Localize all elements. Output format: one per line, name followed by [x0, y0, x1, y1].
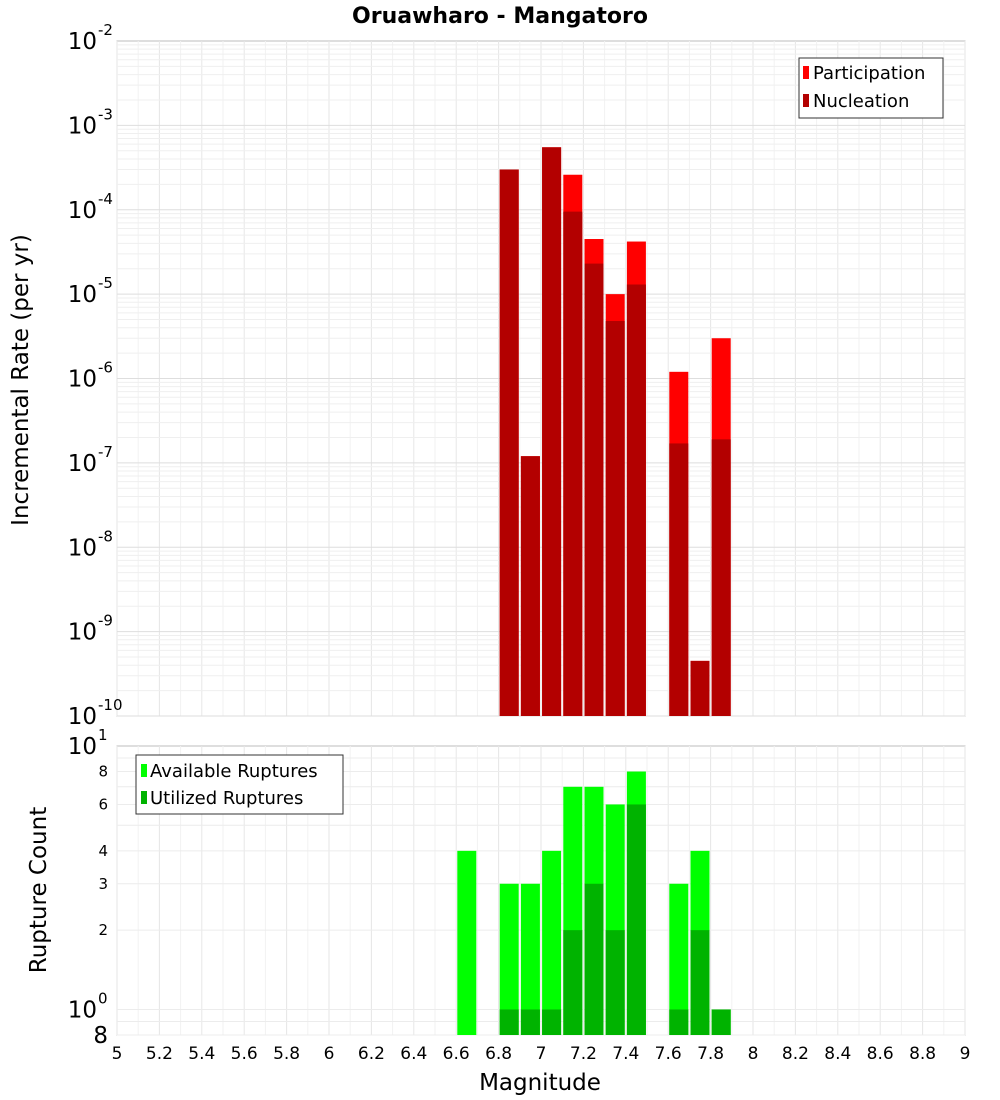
rate-y-tick-exponent: -7 [98, 443, 113, 461]
rate-y-tick-label: 10 [68, 198, 97, 224]
rate-gridlines [116, 41, 966, 717]
x-ticks: 5 5.2 5.4 5.6 5.8 6 6.2 6.4 6.6 6.8 7 7.2 7.4 7.6 7.8 8… [112, 1044, 971, 1064]
rate-legend: Participation Nucleation [798, 57, 944, 119]
x-tick-label: 6.8 [485, 1044, 512, 1064]
legend-utilized-swatch [141, 791, 147, 804]
x-tick-label: 6 [324, 1044, 335, 1064]
x-tick-label: 5.8 [273, 1044, 300, 1064]
x-tick-label: 5.4 [188, 1044, 215, 1064]
rate-y-tick-exponent: -2 [98, 21, 113, 39]
rate-y-tick-label: 10 [68, 113, 97, 139]
rate-y-tick-exponent: -10 [98, 696, 123, 714]
x-tick-label: 8.2 [782, 1044, 809, 1064]
count-legend: Available Ruptures Utilized Ruptures [135, 754, 344, 815]
count-bar-utilized-ruptures [584, 883, 604, 1035]
count-legend-box [135, 754, 344, 815]
x-tick-label: 7.8 [697, 1044, 724, 1064]
x-tick-label: 7 [536, 1044, 547, 1064]
rate-y-tick-label: 10 [68, 451, 97, 477]
legend-available-label: Available Ruptures [150, 761, 318, 782]
rate-y-tick-exponent: -6 [98, 359, 113, 377]
rate-bar-nucleation [605, 321, 625, 716]
rate-bar-nucleation [584, 263, 604, 716]
x-tick-label: 9 [960, 1044, 971, 1064]
rate-bar-nucleation [669, 443, 689, 716]
x-tick-label: 6.4 [400, 1044, 427, 1064]
x-tick-label: 5.2 [146, 1044, 173, 1064]
rate-bar-nucleation [520, 456, 540, 716]
rate-y-tick-exponent: -9 [98, 612, 113, 630]
x-tick-label: 8.4 [824, 1044, 851, 1064]
legend-nucleation-swatch [803, 94, 809, 107]
count-bar-utilized-ruptures [711, 1009, 731, 1035]
legend-participation-label: Participation [813, 63, 925, 84]
count-bar-utilized-ruptures [626, 804, 646, 1035]
count-y-minor-tick-label: 3 [98, 875, 108, 893]
count-bar-available-ruptures [457, 850, 477, 1035]
rate-y-tick-label: 10 [68, 620, 97, 646]
count-bar-utilized-ruptures [690, 930, 710, 1035]
rate-legend-box [798, 57, 944, 119]
rate-bar-nucleation [711, 439, 731, 716]
chart-title: Oruawharo - Mangatoro [352, 4, 648, 29]
rate-y-tick-label: 10 [68, 535, 97, 561]
legend-participation-swatch [803, 66, 809, 79]
rate-y-axis-label: Incremental Rate (per yr) [8, 234, 34, 526]
legend-available-swatch [141, 764, 147, 777]
x-tick-label: 8.6 [867, 1044, 894, 1064]
count-bar-utilized-ruptures [499, 1009, 519, 1035]
rate-bar-nucleation [499, 169, 519, 717]
rate-bar-nucleation [626, 284, 646, 716]
rate-y-tick-exponent: -5 [98, 274, 113, 292]
rate-y-tick-exponent: -8 [98, 527, 113, 545]
rate-y-tick-exponent: -3 [98, 105, 113, 123]
rate-y-tick-label: 10 [68, 704, 97, 730]
x-tick-label: 8.8 [909, 1044, 936, 1064]
count-bar-utilized-ruptures [542, 1009, 562, 1035]
x-tick-label: 8 [748, 1044, 759, 1064]
x-axis-label: Magnitude [479, 1070, 601, 1096]
count-bar-available-ruptures [499, 883, 519, 1035]
count-bar-available-ruptures [520, 883, 540, 1035]
count-y-minor-tick-label: 8 [93, 1023, 108, 1049]
rate-y-tick-label: 10 [68, 367, 97, 393]
rate-y-tick-label: 10 [68, 282, 97, 308]
count-y-minor-tick-label: 8 [98, 763, 108, 781]
count-bar-available-ruptures [669, 883, 689, 1035]
x-tick-label: 7.4 [612, 1044, 639, 1064]
x-tick-label: 5 [112, 1044, 123, 1064]
rate-bars [499, 147, 731, 717]
rate-bar-nucleation [563, 211, 583, 716]
count-bar-utilized-ruptures [520, 1009, 540, 1035]
count-y-minor-tick-label: 2 [98, 921, 108, 939]
count-y-tick-exponent: 0 [98, 989, 108, 1007]
count-bar-utilized-ruptures [563, 930, 583, 1035]
count-y-tick-exponent: 1 [98, 726, 108, 744]
count-bar-utilized-ruptures [669, 1009, 689, 1035]
x-tick-label: 6.6 [443, 1044, 470, 1064]
count-bar-utilized-ruptures [605, 930, 625, 1035]
count-y-minor-tick-label: 4 [98, 842, 108, 860]
count-y-tick-label: 10 [68, 734, 97, 760]
count-y-tick-label: 10 [68, 997, 97, 1023]
count-bar-available-ruptures [542, 850, 562, 1035]
count-y-minor-tick-label: 6 [98, 795, 108, 813]
rate-y-tick-label: 10 [68, 29, 97, 55]
legend-utilized-label: Utilized Ruptures [150, 788, 303, 809]
rate-bar-nucleation [542, 147, 562, 716]
count-y-axis-label: Rupture Count [26, 807, 52, 973]
x-tick-label: 5.6 [231, 1044, 258, 1064]
x-tick-label: 7.6 [655, 1044, 682, 1064]
rate-y-tick-exponent: -4 [98, 190, 113, 208]
x-tick-label: 6.2 [358, 1044, 385, 1064]
x-tick-label: 7.2 [570, 1044, 597, 1064]
count-bars [457, 771, 731, 1035]
legend-nucleation-label: Nucleation [813, 91, 909, 112]
rate-bar-nucleation [690, 660, 710, 716]
